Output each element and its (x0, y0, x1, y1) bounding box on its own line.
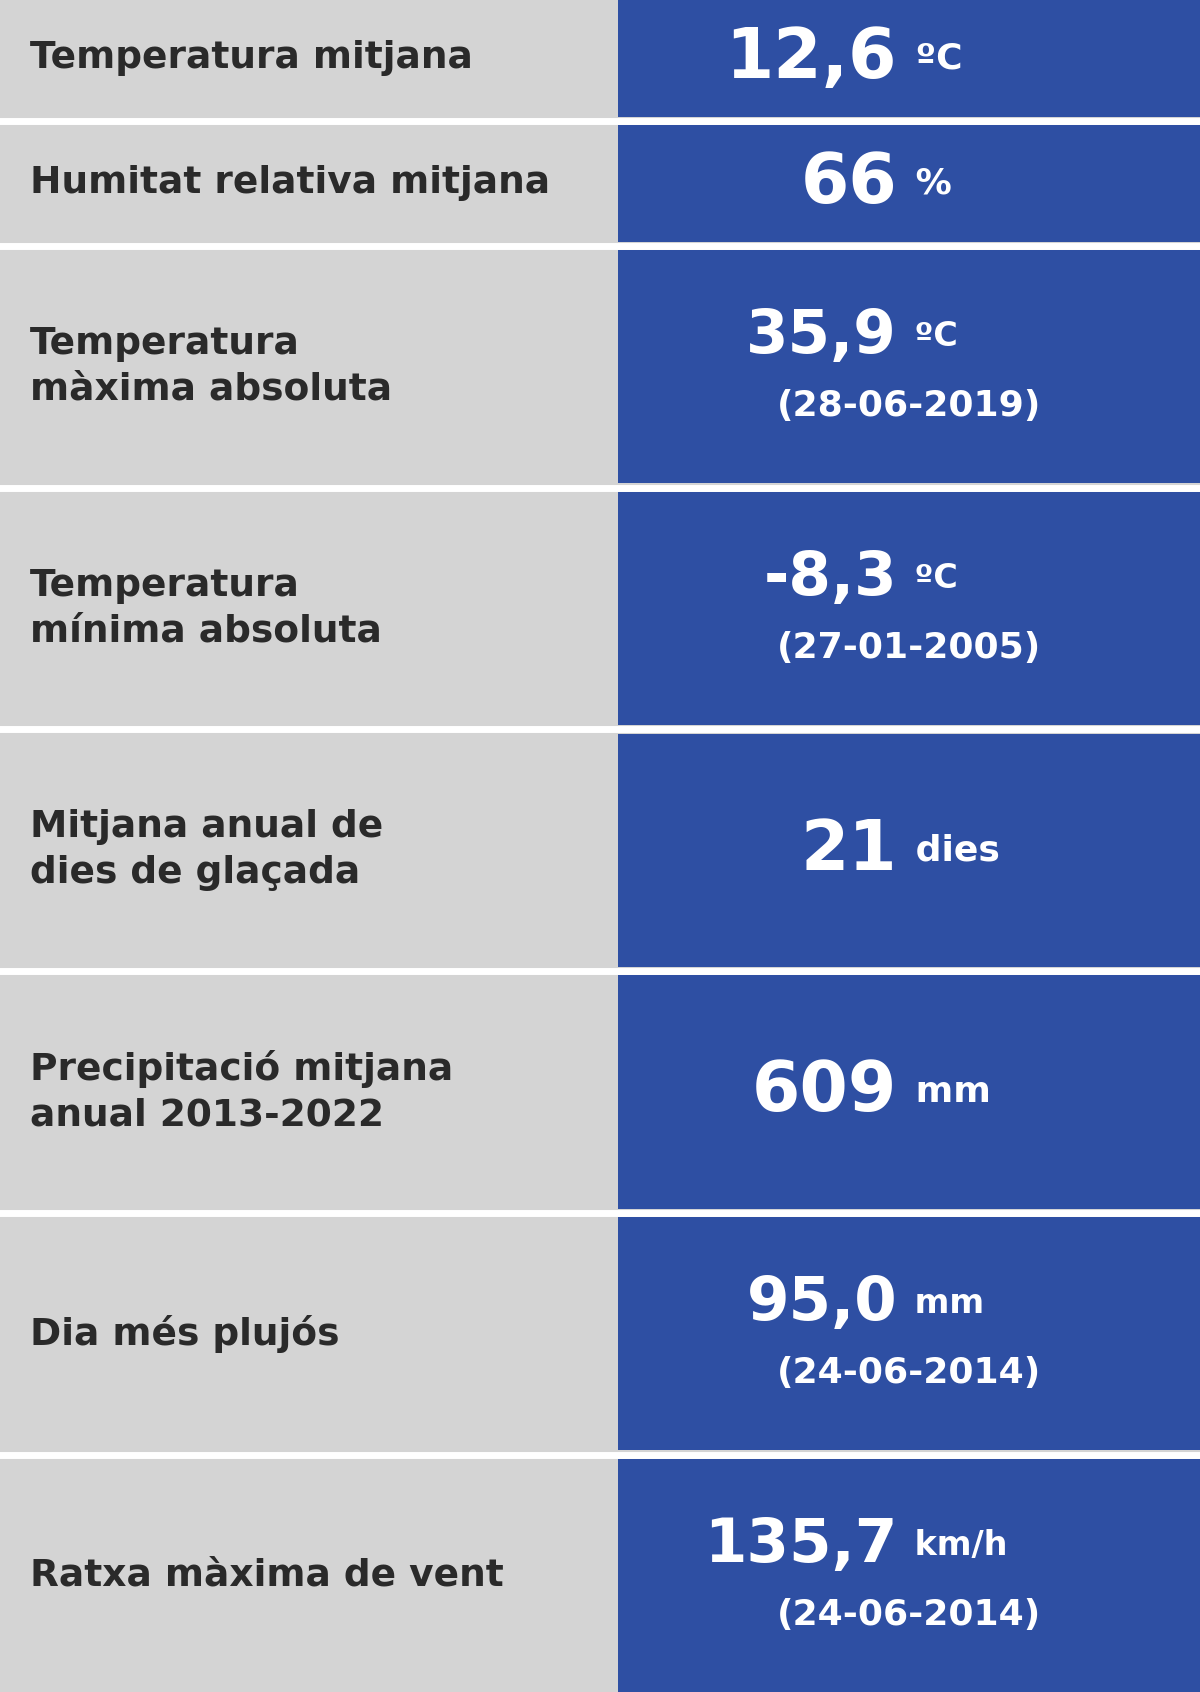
Bar (0, 492, 618, 726)
Text: Dia més plujós: Dia més plujós (30, 1315, 340, 1352)
Text: Precipitació mitjana
anual 2013-2022: Precipitació mitjana anual 2013-2022 (30, 1051, 454, 1134)
Bar (0, 125, 618, 242)
Bar (618, 1217, 1200, 1450)
Bar (0, 250, 618, 484)
Text: 609: 609 (751, 1059, 898, 1125)
Text: mm: mm (904, 1288, 984, 1320)
Bar (618, 250, 1200, 484)
Bar (618, 1459, 1200, 1692)
Text: 35,9: 35,9 (746, 306, 898, 365)
Bar (0, 734, 618, 966)
Text: 21: 21 (800, 817, 898, 883)
Text: km/h: km/h (904, 1528, 1008, 1562)
Text: ºC: ºC (904, 320, 958, 354)
Text: -8,3: -8,3 (763, 548, 898, 607)
Text: Temperatura
màxima absoluta: Temperatura màxima absoluta (30, 327, 392, 408)
Bar (618, 734, 1200, 966)
Text: mm: mm (904, 1074, 991, 1108)
Text: Ratxa màxima de vent: Ratxa màxima de vent (30, 1557, 504, 1594)
Text: 95,0: 95,0 (746, 1274, 898, 1333)
Text: Temperatura mitjana: Temperatura mitjana (30, 41, 473, 76)
Text: Humitat relativa mitjana: Humitat relativa mitjana (30, 166, 550, 201)
Text: (28-06-2019): (28-06-2019) (776, 389, 1042, 423)
Text: Mitjana anual de
dies de glaçada: Mitjana anual de dies de glaçada (30, 809, 383, 892)
Text: 135,7: 135,7 (703, 1516, 898, 1575)
Bar (0, 975, 618, 1208)
Text: 12,6: 12,6 (726, 25, 898, 91)
Bar (0, 0, 618, 117)
Text: 66: 66 (800, 151, 898, 217)
Bar (618, 975, 1200, 1208)
Text: ºC: ºC (904, 562, 958, 594)
Bar (0, 1459, 618, 1692)
Bar (618, 492, 1200, 726)
Bar (618, 125, 1200, 242)
Bar (618, 0, 1200, 117)
Text: (27-01-2005): (27-01-2005) (776, 631, 1042, 665)
Text: ºC: ºC (904, 41, 962, 76)
Text: %: % (904, 166, 952, 200)
Text: (24-06-2014): (24-06-2014) (776, 1597, 1042, 1633)
Text: (24-06-2014): (24-06-2014) (776, 1357, 1042, 1391)
Text: dies: dies (904, 832, 1000, 868)
Text: Temperatura
mínima absoluta: Temperatura mínima absoluta (30, 567, 382, 650)
Bar (0, 1217, 618, 1450)
